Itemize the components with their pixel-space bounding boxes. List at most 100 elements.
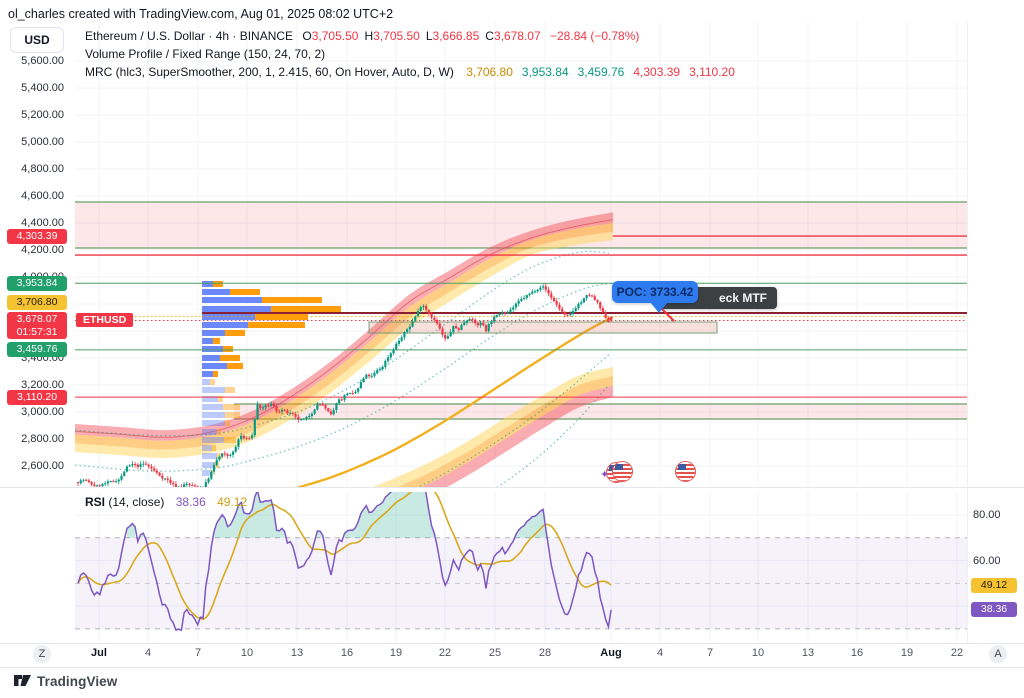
time-tick-label: Jul [91, 647, 107, 659]
symbol-price-label: ETHUSD [76, 312, 134, 327]
time-tick-label: 22 [438, 647, 452, 659]
mrc-value: 3,459.76 [577, 65, 625, 79]
ohlc-key: C [485, 29, 494, 43]
sigma2-upper [75, 250, 610, 437]
legend: Ethereum / U.S. Dollar · 4h · BINANCE O3… [85, 28, 735, 82]
rsi-legend[interactable]: RSI (14, close) 38.36 49.12 [85, 494, 247, 512]
time-tick-label: 13 [801, 647, 815, 659]
ohlc-value: 3,705.50 [373, 29, 420, 43]
price-tick-label: 3,000.00 [21, 405, 64, 418]
tradingview-logo-icon [14, 675, 31, 686]
price-tick-label: 5,600.00 [21, 55, 64, 68]
mrc-value: 4,303.39 [633, 65, 681, 79]
time-tick-label: 19 [900, 647, 914, 659]
ohlc-values: O3,705.50 H3,705.50 L3,666.85 C3,678.07 [296, 29, 540, 43]
currency-toggle-button[interactable]: USD [10, 27, 64, 53]
price-axis-badge: 3,706.80 [7, 295, 67, 311]
range-box [368, 321, 718, 334]
adjust-badge[interactable]: A [989, 645, 1007, 663]
time-tick-label: 16 [340, 647, 354, 659]
rsi-tick-label: 80.00 [973, 509, 1001, 521]
rsi-tick-label: 60.00 [973, 554, 1001, 567]
time-tick-label: 4 [656, 647, 664, 659]
rsi-ma-line [77, 492, 612, 621]
poc-tooltip-tail [650, 302, 668, 313]
candles [76, 283, 613, 487]
rsi-ma-value: 49.12 [217, 495, 248, 509]
price-axis-badge: 3,678.07 01:57:31 [7, 311, 67, 339]
price-axis-badge: 4,303.39 [7, 228, 67, 244]
mtf-tooltip-text: eck MTF [718, 291, 767, 305]
volume-profile [202, 281, 341, 476]
mrc-upper-band [75, 212, 614, 458]
legend-volume-profile-row[interactable]: Volume Profile / Fixed Range (150, 24, 7… [85, 46, 735, 63]
ohlc-key: H [364, 29, 374, 43]
rsi-params: (14, close) [108, 495, 165, 509]
event-flag-us[interactable] [675, 461, 696, 482]
mrc-title: MRC (hlc3, SuperSmoother, 200, 1, 2.415,… [85, 65, 454, 79]
poc-tooltip-text: POC: 3733.42 [616, 285, 694, 299]
timezone-badge[interactable]: Z [33, 645, 51, 663]
price-tick-label: 4,200.00 [21, 244, 64, 257]
ohlc-value: 3,678.07 [493, 29, 541, 43]
legend-symbol-row[interactable]: Ethereum / U.S. Dollar · 4h · BINANCE O3… [85, 28, 735, 45]
price-axis-badge: 3,110.20 [7, 389, 67, 405]
tradingview-logo-text: TradingView [37, 673, 118, 689]
change-value: −28.84 (−0.78%) [550, 29, 640, 43]
sigma1-lower [417, 354, 610, 487]
price-tick-label: 5,400.00 [21, 82, 64, 95]
time-tick-label: 13 [290, 647, 304, 659]
rsi-value: 38.36 [175, 495, 206, 509]
price-levels [75, 235, 967, 398]
price-tick-label: 5,200.00 [21, 109, 64, 122]
mtf-zones [75, 201, 967, 420]
time-tick-label: Aug [600, 647, 622, 659]
rsi-band [75, 537, 967, 629]
chart-credit: ol_charles created with TradingView.com,… [8, 7, 394, 21]
time-tick-label: 7 [194, 647, 202, 659]
time-tick-label: 28 [538, 647, 552, 659]
mrc-mean-line [295, 315, 614, 487]
price-axis-badge: 3,953.84 [7, 275, 67, 291]
time-tick-label: 25 [488, 647, 502, 659]
ohlc-value: 3,666.85 [432, 29, 480, 43]
tradingview-logo[interactable]: TradingView [14, 673, 117, 689]
event-flag-us[interactable] [612, 461, 633, 482]
price-tick-label: 4,800.00 [21, 163, 64, 176]
time-tick-label: 7 [706, 647, 714, 659]
time-tick-label: 10 [751, 647, 765, 659]
sigma2-lower [496, 384, 610, 487]
price-tick-label: 4,600.00 [21, 190, 64, 203]
price-tick-label: 2,600.00 [21, 459, 64, 472]
poc-tooltip[interactable]: POC: 3733.42 [612, 281, 698, 313]
ohlc-key: O [302, 29, 312, 43]
mrc-values: 3,706.80 3,953.84 3,459.76 4,303.39 3,110.20 [457, 65, 735, 79]
volume-profile-title: Volume Profile / Fixed Range (150, 24, 7… [85, 47, 326, 61]
sparkle-icon: ✦ [600, 469, 610, 481]
rsi-line [77, 492, 612, 632]
price-tick-label: 2,800.00 [21, 432, 64, 445]
rsi-title: RSI [85, 495, 106, 509]
time-tick-label: 10 [240, 647, 254, 659]
ohlc-value: 3,705.50 [311, 29, 359, 43]
legend-mrc-row[interactable]: MRC (hlc3, SuperSmoother, 200, 1, 2.415,… [85, 64, 735, 81]
rsi-axis-badge: 49.12 [971, 577, 1017, 593]
symbol-title: Ethereum / U.S. Dollar · 4h · BINANCE [85, 29, 294, 43]
price-axis-badge: 3,459.76 [7, 342, 67, 358]
mrc-value: 3,706.80 [466, 65, 513, 79]
mrc-value: 3,110.20 [689, 65, 735, 79]
time-tick-label: 16 [850, 647, 864, 659]
time-tick-label: 19 [389, 647, 403, 659]
rsi-axis-badge: 38.36 [971, 602, 1017, 618]
price-tick-label: 5,000.00 [21, 136, 64, 149]
time-tick-label: 4 [144, 647, 152, 659]
time-tick-label: 22 [950, 647, 964, 659]
price-tick-label: 3,200.00 [21, 378, 64, 391]
mrc-value: 3,953.84 [521, 65, 569, 79]
rsi-grid [75, 492, 967, 643]
ohlc-key: L [425, 29, 433, 43]
price-tick-label: 4,400.00 [21, 217, 64, 230]
